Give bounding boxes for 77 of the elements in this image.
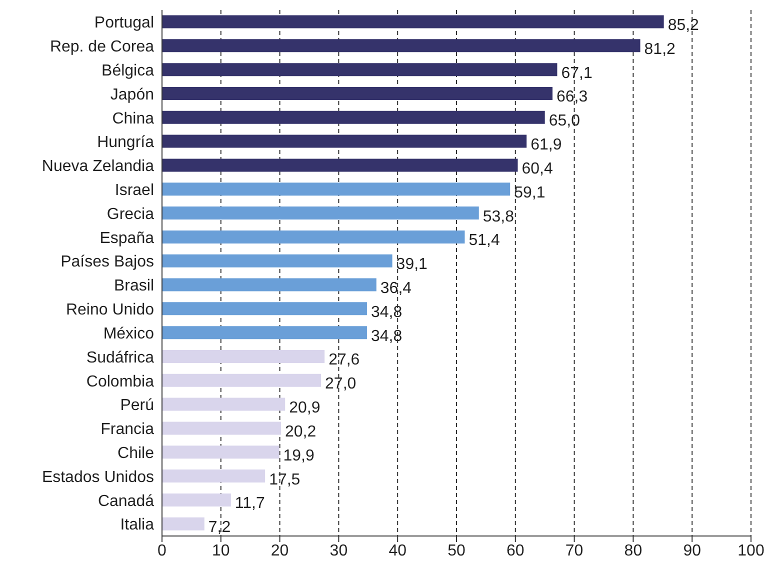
bar xyxy=(162,63,558,76)
bar xyxy=(162,278,376,292)
y-tick-label: China xyxy=(112,110,154,128)
y-tick-label: Países Bajos xyxy=(60,254,154,271)
x-tick-label: 60 xyxy=(506,542,524,560)
x-tick-label: 80 xyxy=(624,542,642,560)
y-tick-label: Francia xyxy=(100,421,154,438)
bar xyxy=(162,470,266,483)
bar xyxy=(162,15,664,28)
y-tick-label: Perú xyxy=(120,397,154,414)
x-tick-label: 50 xyxy=(448,542,466,560)
bar xyxy=(162,158,518,172)
y-tick-label: Brasil xyxy=(114,278,154,295)
x-tick-label: 0 xyxy=(158,542,167,560)
data-label: 34,8 xyxy=(370,304,402,321)
y-tick-label: Hungría xyxy=(97,134,154,152)
y-tick-label: Chile xyxy=(118,445,154,462)
data-label: 85,2 xyxy=(668,16,700,34)
x-tick-label: 30 xyxy=(330,542,348,560)
x-tick-label: 90 xyxy=(683,542,702,560)
data-label: 53,8 xyxy=(482,208,514,226)
bar xyxy=(162,86,553,100)
bar xyxy=(162,517,204,530)
y-tick-label: México xyxy=(103,325,154,342)
y-tick-label: Reino Unido xyxy=(66,302,154,319)
x-tick-label: 40 xyxy=(388,542,407,560)
bar xyxy=(162,446,280,459)
data-label: 17,5 xyxy=(269,471,300,488)
y-tick-label: Nueva Zelandia xyxy=(42,158,154,176)
data-label: 59,1 xyxy=(514,184,546,202)
bar xyxy=(162,422,281,435)
data-label: 27,0 xyxy=(325,376,356,393)
data-label: 11,7 xyxy=(234,495,265,512)
y-tick-label: Estados Unidos xyxy=(42,468,154,486)
x-tick-label: 100 xyxy=(738,542,764,560)
data-label: 19,9 xyxy=(283,447,314,464)
data-label: 81,2 xyxy=(644,40,676,58)
data-label: 34,8 xyxy=(370,328,402,345)
bar xyxy=(162,398,286,411)
bar xyxy=(162,302,367,316)
y-tick-label: España xyxy=(100,230,154,247)
bar xyxy=(162,134,527,148)
data-label: 61,9 xyxy=(530,136,562,154)
y-tick-label: Grecia xyxy=(106,206,154,223)
bar xyxy=(162,493,231,506)
data-label: 60,4 xyxy=(522,160,553,178)
data-label: 7,2 xyxy=(208,519,231,536)
bar xyxy=(162,326,367,340)
y-tick-label: Italia xyxy=(120,516,154,534)
y-tick-label: Rep. de Corea xyxy=(50,38,154,56)
x-tick-label: 20 xyxy=(270,542,289,560)
data-label: 39,1 xyxy=(396,256,428,274)
bar xyxy=(162,110,545,124)
bar xyxy=(162,230,465,244)
y-tick-label: Bélgica xyxy=(102,62,154,80)
data-label: 67,1 xyxy=(561,64,592,82)
data-label: 65,0 xyxy=(548,112,580,130)
bar xyxy=(162,206,479,220)
bar xyxy=(162,182,510,196)
y-tick-label: Portugal xyxy=(94,14,154,32)
data-label: 27,6 xyxy=(328,352,360,369)
y-tick-label: Sudáfrica xyxy=(86,349,154,366)
data-label: 51,4 xyxy=(468,232,500,250)
y-tick-label: Colombia xyxy=(86,373,154,390)
bar xyxy=(162,374,322,387)
data-label: 36,4 xyxy=(380,280,412,297)
data-label: 20,2 xyxy=(284,423,316,440)
data-label: 20,9 xyxy=(289,400,320,417)
bar xyxy=(162,39,640,52)
bar xyxy=(162,350,325,363)
x-tick-label: 70 xyxy=(565,542,584,560)
x-tick-label: 10 xyxy=(212,542,230,560)
y-tick-label: Japón xyxy=(110,86,154,104)
data-label: 66,3 xyxy=(556,88,588,106)
y-tick-label: Canadá xyxy=(98,492,154,510)
bar xyxy=(162,254,392,268)
y-tick-label: Israel xyxy=(114,182,154,199)
